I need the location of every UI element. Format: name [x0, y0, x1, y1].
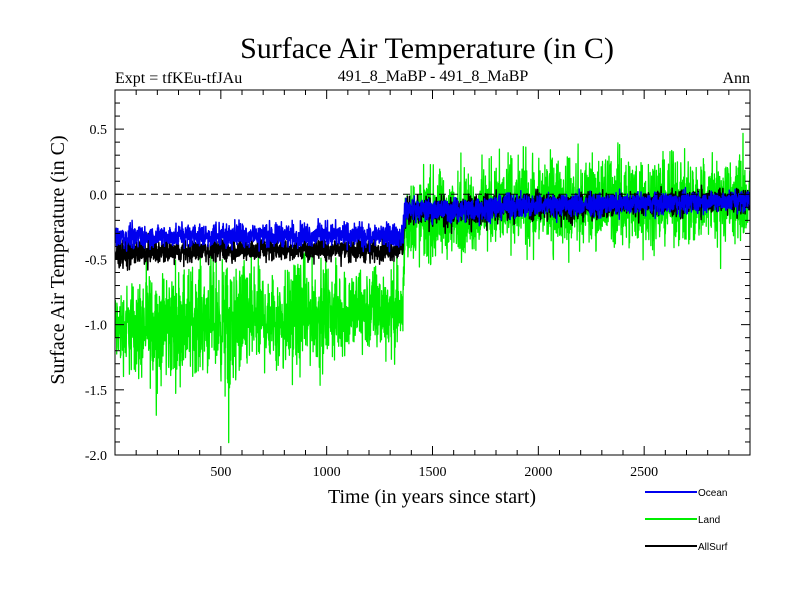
y-tick-label: -2.0 [85, 449, 107, 464]
x-tick-label: 2500 [630, 465, 658, 480]
series-line-ocean [115, 187, 750, 253]
legend-label-ocean: Ocean [698, 488, 727, 499]
legend: Ocean Land AllSurf [645, 488, 728, 553]
y-tick-label: -1.5 [85, 384, 107, 399]
y-tick-label: 0.5 [90, 123, 108, 138]
series-line-land [115, 132, 750, 444]
chart-subtitle-right: Ann [722, 70, 750, 87]
axes: 500 1000 1500 2000 2500 -2.0 -1.5 -1.0 -0.5 0.0 0.… [85, 89, 751, 480]
x-tick-label: 500 [210, 465, 231, 480]
legend-label-allsurf: AllSurf [698, 542, 728, 553]
x-axis-label: Time (in years since start) [328, 486, 536, 508]
x-tick-label: 2000 [524, 465, 552, 480]
chart-title: Surface Air Temperature (in C) [240, 32, 614, 65]
chart-subtitle-left: Expt = tfKEu-tfJAu [115, 70, 242, 87]
y-tick-label: 0.0 [90, 188, 108, 203]
legend-label-land: Land [698, 515, 720, 526]
x-tick-label: 1500 [419, 465, 447, 480]
chart-subtitle-center: 491_8_MaBP - 491_8_MaBP [338, 68, 529, 85]
y-tick-label: -1.0 [85, 319, 107, 334]
y-tick-label: -0.5 [85, 253, 107, 268]
y-axis-label: Surface Air Temperature (in C) [47, 135, 69, 384]
x-tick-label: 1000 [313, 465, 341, 480]
plot-area [115, 132, 750, 444]
